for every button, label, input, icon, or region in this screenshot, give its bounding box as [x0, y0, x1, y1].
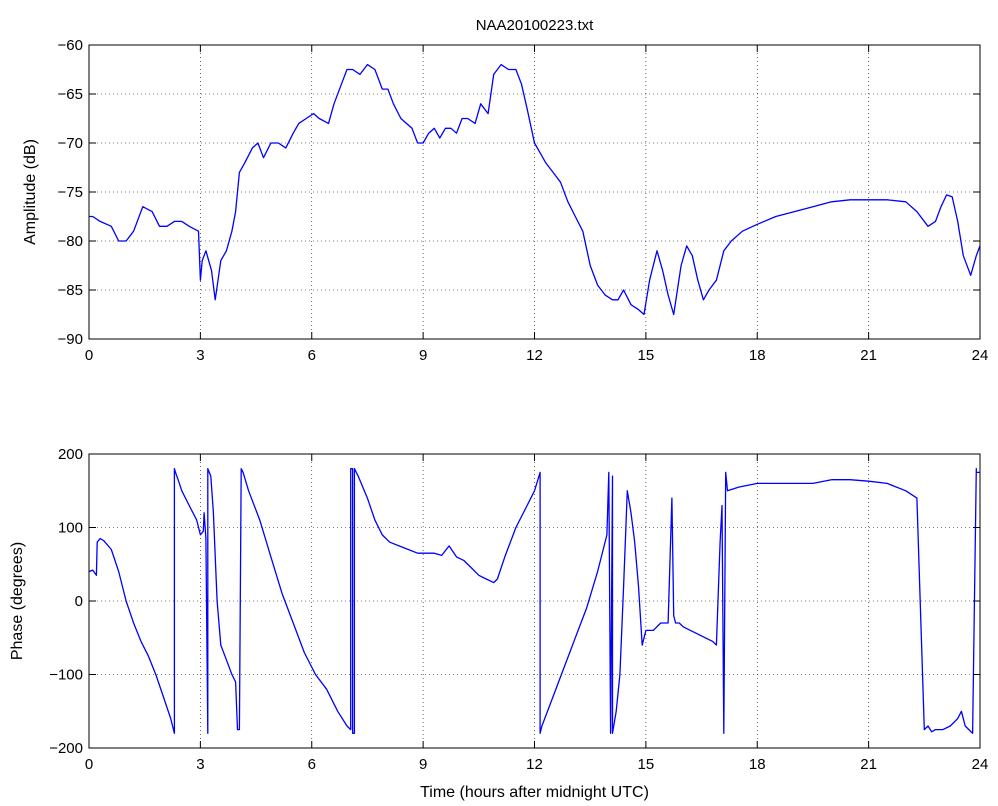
- phase-y-axis-label: Phase (degrees): [9, 542, 26, 660]
- phase-series: [88, 468, 980, 734]
- amplitude-y-tick-label: −65: [58, 86, 83, 103]
- phase-y-tick-label: 200: [58, 446, 83, 463]
- phase-y-tick-label: 0: [75, 593, 83, 610]
- amplitude-y-tick-label: −85: [58, 282, 83, 299]
- amplitude-y-tick-label: −80: [58, 233, 83, 250]
- amplitude-y-tick-label: −70: [58, 135, 83, 152]
- amplitude-x-tick-label: 12: [526, 347, 543, 364]
- phase-x-tick-label: 12: [526, 756, 543, 773]
- phase-grid: [89, 454, 980, 748]
- phase-x-tick-label: 6: [308, 756, 316, 773]
- phase-x-tick-label: 18: [749, 756, 766, 773]
- amplitude-x-tick-label: 6: [308, 347, 316, 364]
- phase-series-line-0: [88, 468, 980, 734]
- amplitude-chart: 0 3 6 9 12 15 18 21 24 −60 −65 −70 −75 −80 −85 −90 NAA2…: [22, 17, 988, 364]
- phase-y-tick-label: 100: [58, 520, 83, 537]
- amplitude-x-tick-label: 0: [85, 347, 93, 364]
- phase-chart: 0 3 6 9 12 15 18 21 24 200 100 0 −100 −200 Phase (deg…: [9, 446, 988, 801]
- amplitude-series: [89, 63, 981, 316]
- amplitude-x-tick-label: 9: [419, 347, 427, 364]
- amplitude-y-tick-label: −90: [58, 331, 83, 348]
- amplitude-y-axis-label: Amplitude (dB): [22, 139, 39, 245]
- phase-ticks: 0 3 6 9 12 15 18 21 24 200 100 0 −100 −200: [49, 446, 988, 773]
- amplitude-x-tick-label: 24: [972, 347, 989, 364]
- amplitude-x-tick-label: 21: [860, 347, 877, 364]
- phase-x-tick-label: 0: [85, 756, 93, 773]
- phase-x-tick-label: 15: [638, 756, 655, 773]
- amplitude-ticks: 0 3 6 9 12 15 18 21 24 −60 −65 −70 −75 −80 −85 −90: [58, 37, 989, 364]
- amplitude-y-tick-label: −60: [58, 37, 83, 54]
- chart-title: NAA20100223.txt: [476, 17, 594, 34]
- amplitude-x-tick-label: 18: [749, 347, 766, 364]
- amplitude-series-line-0: [89, 63, 981, 316]
- amplitude-x-tick-label: 15: [638, 347, 655, 364]
- phase-x-tick-label: 3: [196, 756, 204, 773]
- amplitude-y-tick-label: −75: [58, 184, 83, 201]
- amplitude-x-tick-label: 3: [196, 347, 204, 364]
- phase-x-tick-label: 24: [972, 756, 989, 773]
- phase-y-tick-label: −100: [49, 667, 83, 684]
- time-x-axis-label: Time (hours after midnight UTC): [420, 784, 649, 801]
- phase-x-tick-label: 9: [419, 756, 427, 773]
- phase-y-tick-label: −200: [49, 740, 83, 757]
- phase-x-tick-label: 21: [860, 756, 877, 773]
